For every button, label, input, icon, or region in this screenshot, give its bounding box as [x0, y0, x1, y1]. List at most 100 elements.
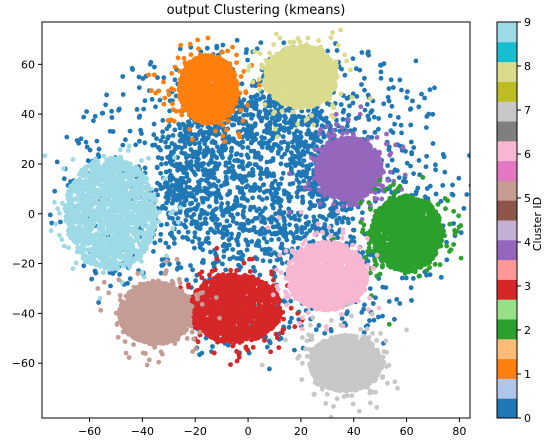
point [351, 227, 356, 233]
point [256, 112, 262, 118]
point [80, 179, 85, 185]
point [107, 165, 113, 171]
point [233, 152, 239, 157]
point [281, 40, 287, 46]
point [405, 89, 410, 95]
point [166, 244, 172, 250]
point [139, 158, 144, 163]
point [276, 236, 282, 242]
point [213, 206, 219, 212]
point [438, 198, 444, 204]
point [207, 204, 212, 209]
point [235, 203, 241, 209]
point [408, 285, 414, 291]
point [140, 76, 146, 81]
point [261, 189, 267, 195]
point [83, 259, 88, 265]
point [185, 236, 191, 242]
point [276, 210, 282, 215]
point [225, 200, 231, 206]
point [259, 247, 265, 253]
point [295, 234, 301, 240]
point [76, 245, 82, 251]
point [304, 165, 310, 171]
point [127, 181, 133, 187]
point [192, 132, 198, 138]
point [282, 229, 288, 235]
point [269, 148, 274, 153]
point [378, 69, 384, 75]
point [389, 103, 395, 109]
point [328, 212, 333, 217]
point [111, 179, 117, 185]
point [158, 170, 164, 176]
point [272, 120, 278, 126]
point [169, 141, 175, 146]
point [394, 297, 400, 302]
point [114, 156, 119, 162]
point [257, 212, 263, 217]
point [192, 245, 197, 251]
point [413, 191, 419, 197]
point [182, 151, 188, 157]
point [146, 155, 151, 161]
point [344, 96, 350, 101]
point [61, 176, 67, 182]
point [287, 319, 293, 325]
point [311, 214, 317, 220]
point [269, 237, 274, 243]
point [68, 213, 73, 219]
point [159, 161, 164, 167]
point [245, 145, 251, 150]
point [94, 196, 99, 202]
point [143, 246, 149, 252]
point [268, 103, 273, 109]
point [292, 347, 297, 353]
point [109, 192, 115, 198]
point [224, 218, 230, 224]
point [404, 95, 409, 100]
point [79, 168, 84, 174]
point [276, 182, 281, 187]
point [175, 219, 181, 225]
point [78, 136, 84, 142]
point [278, 203, 283, 209]
point [322, 134, 327, 140]
point [205, 230, 211, 236]
point [236, 120, 242, 126]
point [220, 49, 225, 55]
point [243, 174, 248, 180]
point [250, 169, 256, 175]
point [430, 141, 436, 146]
point [250, 218, 255, 224]
point [260, 197, 265, 203]
point [89, 276, 95, 282]
point [79, 186, 85, 192]
point [120, 165, 125, 171]
point [177, 125, 183, 131]
point [279, 154, 285, 160]
point [142, 214, 148, 220]
point [282, 113, 287, 119]
point [158, 270, 164, 276]
point [228, 148, 234, 154]
point [416, 158, 422, 163]
point [161, 75, 167, 81]
point [301, 158, 307, 164]
point [378, 75, 384, 81]
point [240, 145, 246, 150]
point [367, 318, 372, 323]
point [338, 102, 344, 107]
point [74, 217, 79, 222]
point [197, 129, 203, 135]
point [252, 268, 258, 274]
point [350, 56, 356, 61]
point [95, 152, 101, 158]
point [268, 191, 274, 196]
point [231, 202, 237, 208]
point [187, 185, 193, 190]
point [149, 222, 155, 228]
point [57, 210, 62, 216]
point [214, 166, 220, 172]
point [152, 196, 158, 202]
